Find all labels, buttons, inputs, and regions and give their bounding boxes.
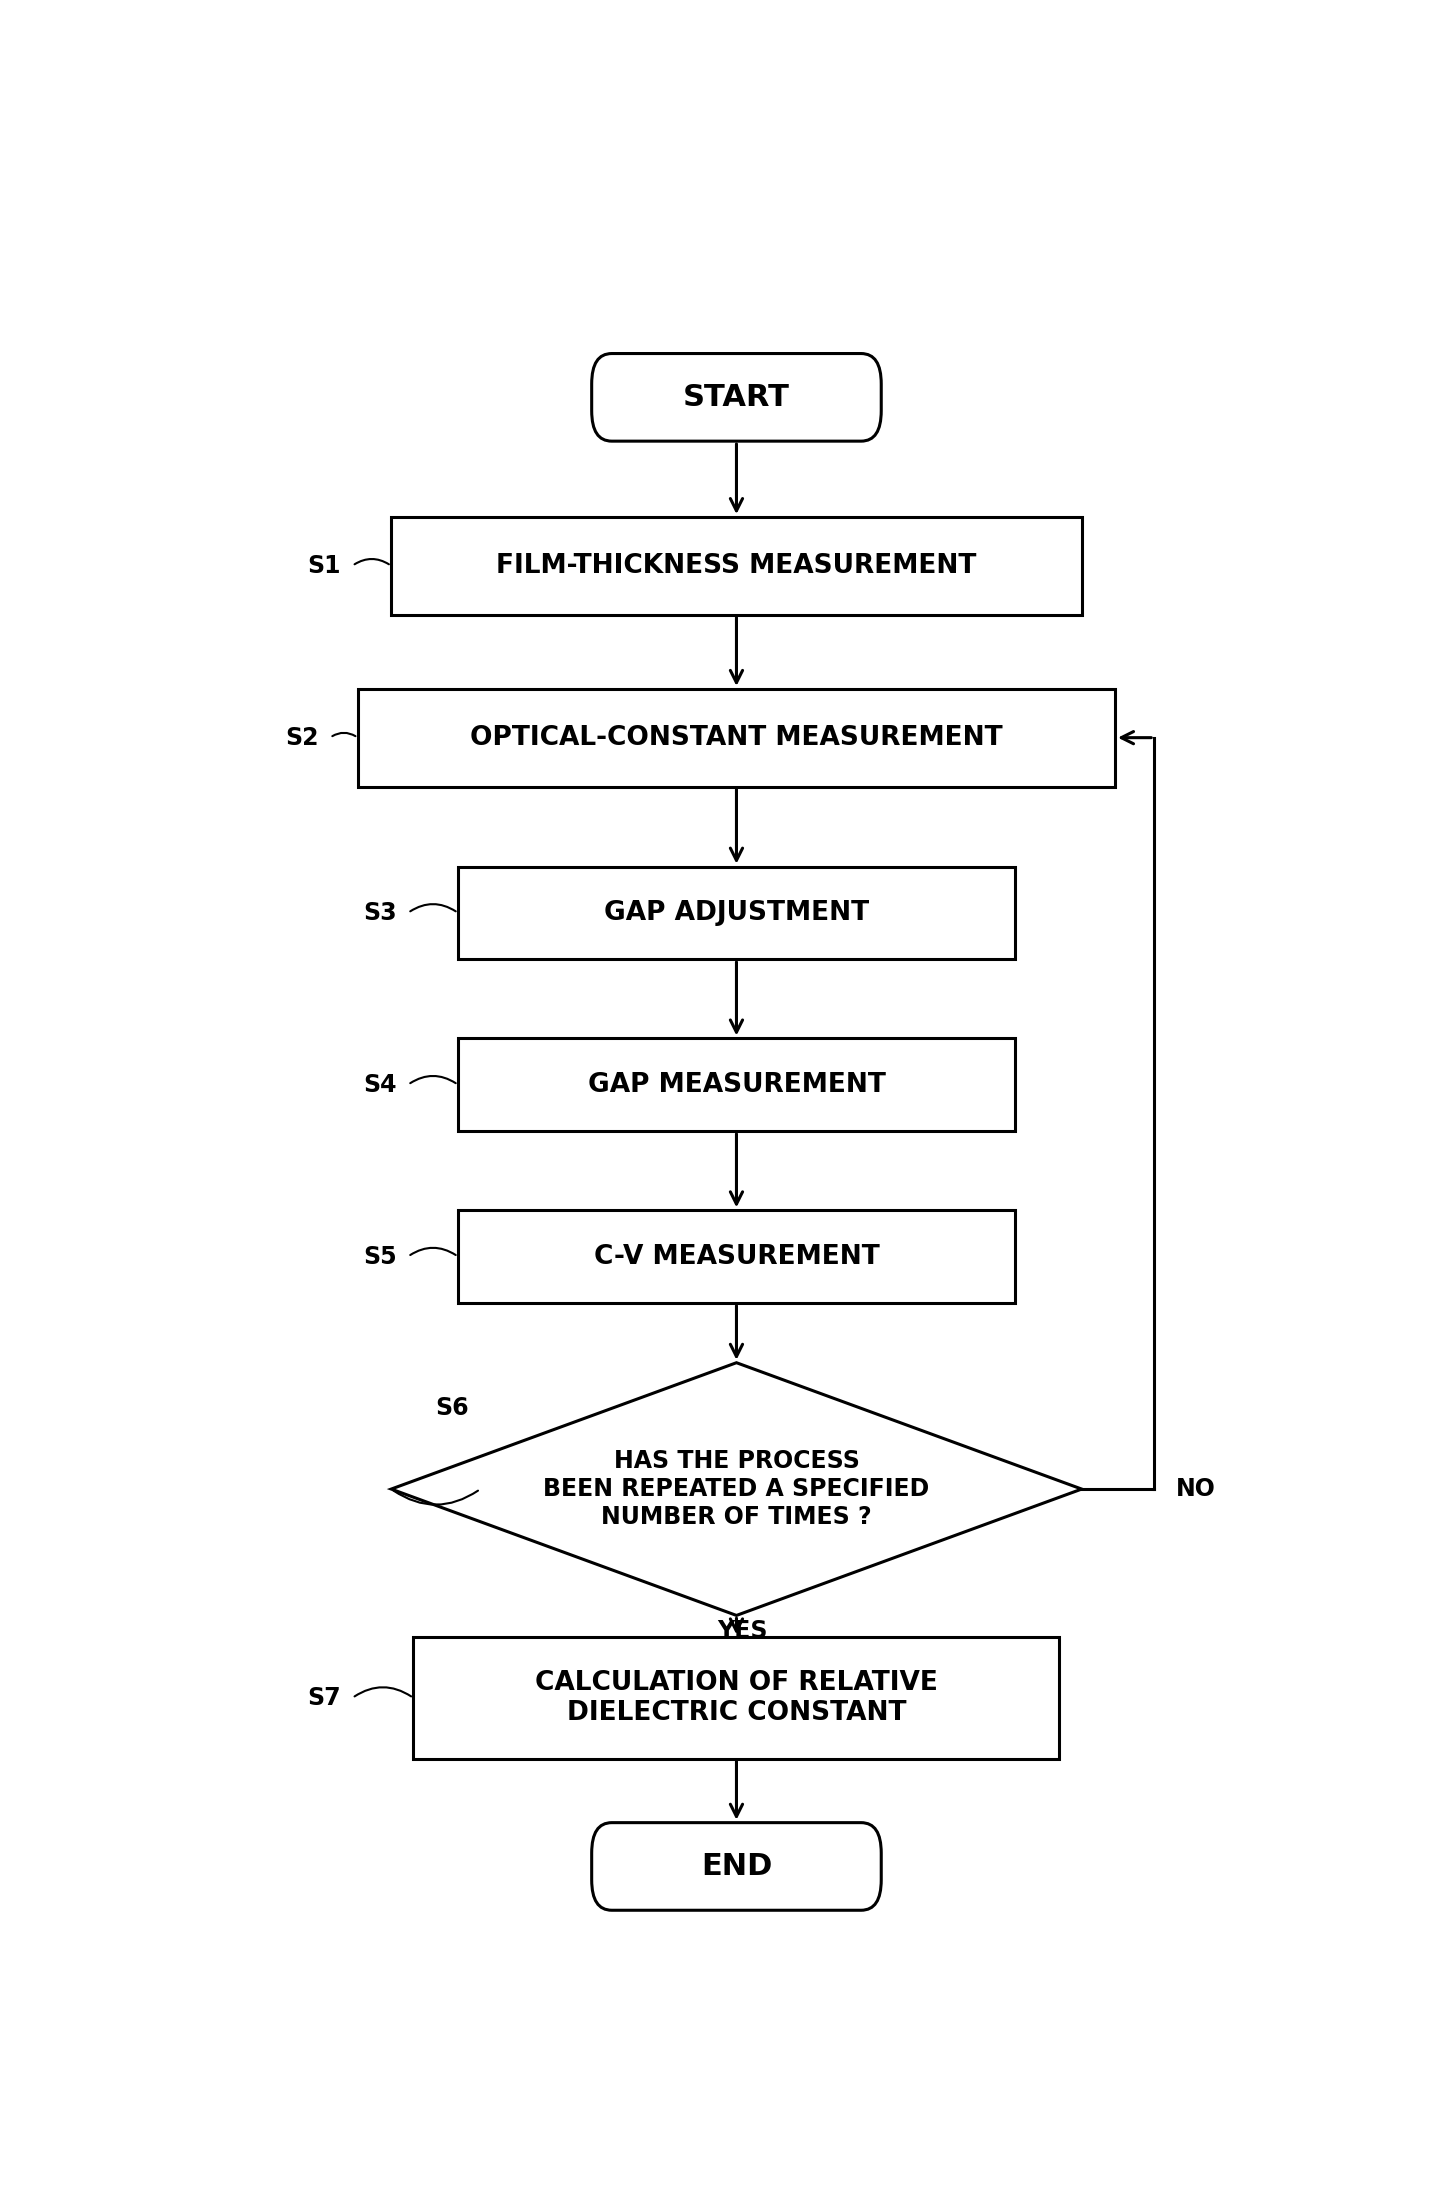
Bar bbox=[458, 866, 1015, 958]
Text: OPTICAL-CONSTANT MEASUREMENT: OPTICAL-CONSTANT MEASUREMENT bbox=[470, 724, 1003, 750]
Text: GAP ADJUSTMENT: GAP ADJUSTMENT bbox=[604, 899, 869, 926]
Bar bbox=[458, 1039, 1015, 1131]
Text: S1: S1 bbox=[308, 554, 341, 578]
Text: S2: S2 bbox=[286, 726, 319, 750]
Text: YES: YES bbox=[717, 1619, 767, 1643]
Text: CALCULATION OF RELATIVE
DIELECTRIC CONSTANT: CALCULATION OF RELATIVE DIELECTRIC CONST… bbox=[535, 1669, 938, 1726]
Bar bbox=[358, 689, 1115, 785]
Text: NO: NO bbox=[1177, 1477, 1216, 1501]
Bar bbox=[391, 516, 1082, 615]
FancyBboxPatch shape bbox=[592, 1823, 881, 1910]
Text: S6: S6 bbox=[435, 1396, 470, 1420]
Text: HAS THE PROCESS
BEEN REPEATED A SPECIFIED
NUMBER OF TIMES ?: HAS THE PROCESS BEEN REPEATED A SPECIFIE… bbox=[543, 1448, 930, 1529]
Text: GAP MEASUREMENT: GAP MEASUREMENT bbox=[588, 1072, 885, 1098]
Bar bbox=[414, 1637, 1059, 1759]
Text: S5: S5 bbox=[364, 1245, 397, 1269]
Text: S3: S3 bbox=[364, 901, 397, 926]
FancyBboxPatch shape bbox=[592, 354, 881, 442]
Text: START: START bbox=[683, 383, 790, 411]
Text: END: END bbox=[701, 1851, 772, 1882]
Text: S7: S7 bbox=[308, 1687, 341, 1711]
Text: C-V MEASUREMENT: C-V MEASUREMENT bbox=[593, 1243, 879, 1269]
Text: S4: S4 bbox=[364, 1072, 397, 1096]
Bar bbox=[458, 1210, 1015, 1302]
Polygon shape bbox=[391, 1363, 1082, 1615]
Text: FILM-THICKNESS MEASUREMENT: FILM-THICKNESS MEASUREMENT bbox=[496, 554, 977, 580]
